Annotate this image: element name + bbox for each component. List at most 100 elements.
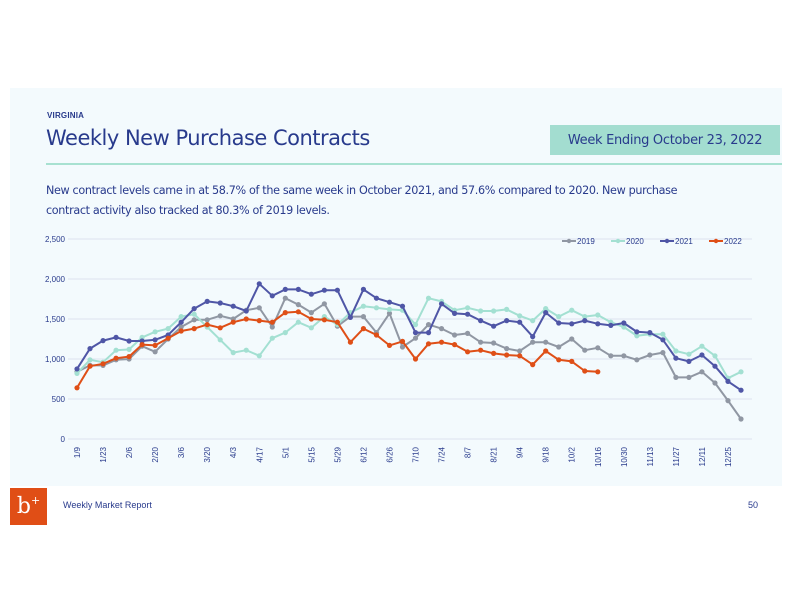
data-point [152, 342, 158, 348]
week-ending-badge: Week Ending October 23, 2022 [550, 125, 780, 155]
data-point [543, 348, 549, 354]
data-point [699, 369, 705, 375]
x-tick-label: 10/30 [620, 446, 629, 467]
data-point [178, 324, 184, 330]
data-point [308, 316, 314, 322]
data-point [295, 319, 301, 325]
data-point [451, 332, 458, 338]
legend-marker [566, 238, 572, 244]
data-point [74, 385, 80, 391]
data-point [191, 311, 197, 317]
data-point [152, 337, 158, 343]
data-point [699, 343, 705, 349]
data-point [712, 363, 718, 369]
data-point [230, 303, 236, 309]
data-point [438, 339, 445, 345]
data-point [87, 346, 93, 352]
data-point [269, 319, 275, 325]
data-point [425, 295, 432, 301]
data-point [464, 311, 471, 317]
data-point [517, 313, 523, 319]
data-point [178, 314, 184, 320]
data-point [74, 370, 80, 376]
data-point [386, 306, 393, 312]
data-point [673, 374, 679, 380]
data-point [126, 354, 132, 360]
data-point [438, 326, 445, 332]
x-tick-label: 2/6 [125, 446, 134, 458]
data-point [74, 366, 80, 372]
legend-label: 2020 [626, 237, 644, 246]
x-tick-label: 4/17 [255, 446, 264, 462]
data-point [595, 369, 601, 375]
x-tick-label: 5/1 [281, 446, 290, 458]
data-point [738, 387, 744, 393]
data-point [308, 291, 314, 297]
data-point [191, 326, 197, 332]
title-divider [46, 163, 782, 165]
data-point [582, 368, 588, 374]
data-point [282, 286, 288, 292]
series-2021 [74, 281, 744, 393]
data-point [686, 358, 692, 364]
data-point [412, 335, 419, 341]
y-tick-label: 0 [61, 435, 66, 444]
data-point [386, 299, 393, 305]
data-point [269, 324, 275, 330]
data-point [517, 353, 523, 359]
data-point [530, 334, 536, 340]
data-point [464, 305, 471, 311]
brand-logo-glyph: b [16, 494, 31, 519]
data-point [256, 353, 262, 359]
data-point [256, 305, 262, 311]
data-point [504, 352, 510, 358]
data-point [725, 398, 731, 404]
data-point [543, 306, 549, 312]
x-tick-label: 1/23 [99, 446, 108, 462]
legend-label: 2022 [724, 237, 742, 246]
x-tick-label: 4/3 [229, 446, 238, 458]
data-point [373, 305, 380, 311]
data-point [412, 356, 419, 362]
x-tick-label: 6/26 [385, 446, 394, 462]
data-point [126, 338, 132, 344]
x-tick-label: 9/4 [516, 446, 525, 458]
page-number: 50 [748, 500, 759, 510]
data-point [478, 318, 484, 324]
y-tick-label: 500 [52, 395, 66, 404]
page-title: Weekly New Purchase Contracts [46, 126, 370, 150]
data-point [204, 298, 210, 304]
data-point [686, 351, 692, 357]
data-point [699, 352, 705, 358]
data-point [569, 307, 575, 313]
series-2020 [74, 295, 744, 381]
x-tick-label: 12/11 [698, 446, 707, 466]
x-tick-label: 11/13 [646, 446, 655, 466]
data-point [347, 314, 354, 320]
data-point [347, 339, 354, 345]
sparkle-icon: + [30, 494, 41, 507]
legend-label: 2021 [675, 237, 693, 246]
data-point [491, 340, 497, 346]
x-tick-label: 10/16 [594, 446, 603, 467]
data-point [373, 332, 380, 338]
data-point [399, 344, 406, 350]
data-point [621, 353, 627, 359]
data-point [100, 338, 106, 344]
x-tick-label: 7/10 [412, 446, 421, 462]
legend-item-2019: 2019 [562, 237, 595, 246]
data-point [152, 349, 158, 355]
data-point [126, 346, 132, 352]
data-point [738, 369, 744, 375]
data-point [282, 310, 288, 316]
region-label: VIRGINIA [47, 111, 85, 120]
data-point [608, 353, 614, 359]
data-point [360, 286, 367, 292]
x-tick-label: 8/21 [490, 446, 499, 462]
summary-text: New contract levels came in at 58.7% of … [46, 184, 678, 217]
x-tick-label: 3/6 [177, 446, 186, 458]
data-point [595, 321, 601, 327]
data-point [478, 308, 484, 314]
data-point [556, 320, 562, 326]
data-point [204, 317, 210, 323]
